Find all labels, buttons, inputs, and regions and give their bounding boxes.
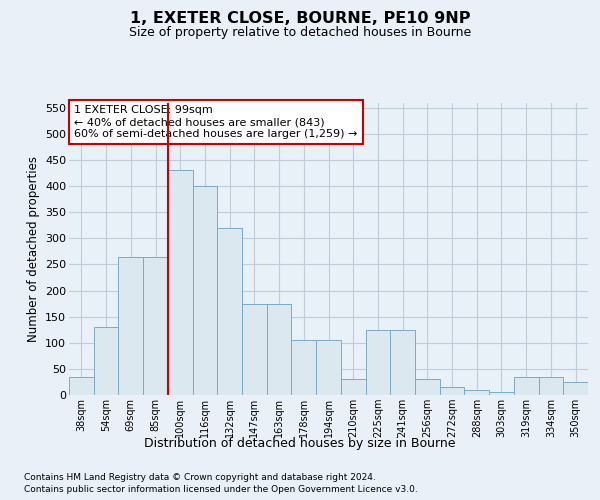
Bar: [539, 376, 563, 395]
Bar: [415, 380, 440, 395]
Bar: [168, 170, 193, 395]
Bar: [193, 186, 217, 395]
Bar: [316, 340, 341, 395]
Bar: [242, 304, 267, 395]
Bar: [464, 390, 489, 395]
Text: 1 EXETER CLOSE: 99sqm
← 40% of detached houses are smaller (843)
60% of semi-det: 1 EXETER CLOSE: 99sqm ← 40% of detached …: [74, 106, 358, 138]
Text: Contains public sector information licensed under the Open Government Licence v3: Contains public sector information licen…: [24, 485, 418, 494]
Y-axis label: Number of detached properties: Number of detached properties: [26, 156, 40, 342]
Bar: [514, 376, 539, 395]
Bar: [94, 327, 118, 395]
Bar: [292, 340, 316, 395]
Bar: [489, 392, 514, 395]
Bar: [143, 256, 168, 395]
Bar: [118, 256, 143, 395]
Bar: [365, 330, 390, 395]
Bar: [217, 228, 242, 395]
Text: Distribution of detached houses by size in Bourne: Distribution of detached houses by size …: [144, 438, 456, 450]
Text: Contains HM Land Registry data © Crown copyright and database right 2024.: Contains HM Land Registry data © Crown c…: [24, 472, 376, 482]
Bar: [69, 376, 94, 395]
Text: Size of property relative to detached houses in Bourne: Size of property relative to detached ho…: [129, 26, 471, 39]
Bar: [563, 382, 588, 395]
Bar: [390, 330, 415, 395]
Bar: [440, 387, 464, 395]
Bar: [341, 380, 365, 395]
Text: 1, EXETER CLOSE, BOURNE, PE10 9NP: 1, EXETER CLOSE, BOURNE, PE10 9NP: [130, 11, 470, 26]
Bar: [267, 304, 292, 395]
